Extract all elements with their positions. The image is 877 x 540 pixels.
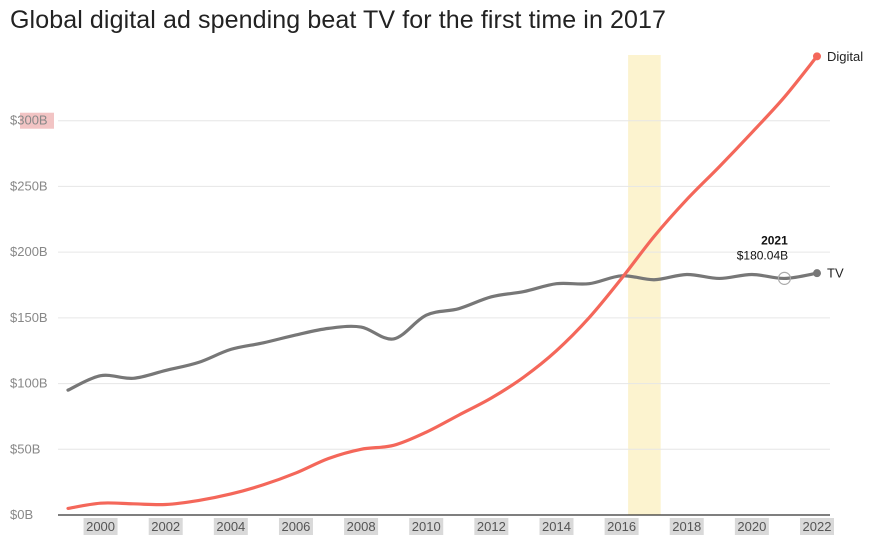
x-tick-label: 2022 <box>803 519 832 534</box>
series-end-labels: TV Digital <box>827 49 863 281</box>
annotation-value: $180.04B <box>737 248 788 262</box>
y-tick-highlight <box>20 112 54 129</box>
series-lines <box>66 52 821 511</box>
hover-annotation: 2021$180.04B <box>737 233 792 285</box>
x-tick-label: 2006 <box>281 519 310 534</box>
x-tick-background <box>278 518 313 535</box>
gridlines <box>58 120 830 516</box>
x-tick-background <box>148 518 183 535</box>
y-tick-label: $200B <box>10 244 48 259</box>
x-tick-label: 2018 <box>672 519 701 534</box>
tv-end-point <box>813 269 821 278</box>
annotation-marker <box>777 271 792 285</box>
x-tick-background <box>800 518 834 535</box>
x-tick-background <box>409 518 444 535</box>
tv-series-line <box>66 271 819 392</box>
x-tick-label: 2010 <box>412 519 441 534</box>
annotation-year: 2021 <box>761 233 788 247</box>
highlight-band-layer <box>628 55 661 515</box>
x-axis-tick-labels: 2000 2002 2004 2006 2008 2010 2012 2014 2016 2018… <box>83 518 834 535</box>
x-tick-label: 2020 <box>737 519 766 534</box>
y-tick-label: $150B <box>10 310 48 325</box>
tv-series-label: TV <box>827 266 844 281</box>
x-tick-background <box>474 518 509 535</box>
x-tick-label: 2002 <box>151 519 180 534</box>
y-tick-label: $0B <box>10 507 33 522</box>
x-tick-background <box>539 518 574 535</box>
highlight-band-2017 <box>628 55 661 515</box>
chart-title: Global digital ad spending beat TV for t… <box>10 6 667 34</box>
digital-end-point <box>813 52 821 61</box>
x-tick-label: 2008 <box>347 519 376 534</box>
x-tick-background <box>213 518 248 535</box>
x-tick-label: 2000 <box>86 519 115 534</box>
digital-series-line <box>66 54 819 511</box>
x-tick-label: 2016 <box>607 519 636 534</box>
digital-series-label: Digital <box>827 49 863 64</box>
x-tick-background <box>604 518 639 535</box>
x-tick-background <box>344 518 379 535</box>
x-tick-background <box>83 518 118 535</box>
y-tick-label: $250B <box>10 178 48 193</box>
y-axis-tick-labels: $0B $50B $100B $150B $200B $250B $300B <box>10 112 54 522</box>
x-tick-label: 2012 <box>477 519 506 534</box>
y-tick-label: $100B <box>10 376 48 391</box>
x-tick-background <box>669 518 704 535</box>
x-tick-background <box>734 518 769 535</box>
x-tick-label: 2014 <box>542 519 571 534</box>
y-tick-label: $50B <box>10 441 40 456</box>
x-tick-label: 2004 <box>216 519 245 534</box>
y-tick-label: $300B <box>10 113 48 128</box>
